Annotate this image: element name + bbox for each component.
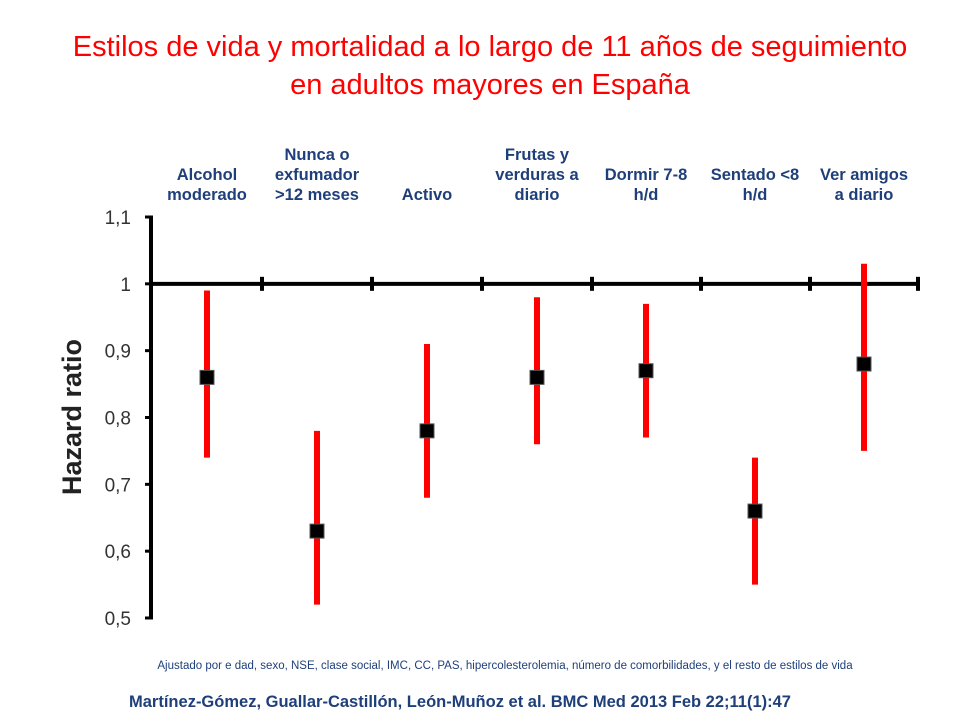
- category-label-line: >12 meses: [275, 186, 359, 204]
- category-label: Dormir 7-8 h/d: [591, 165, 701, 205]
- chart-title: Estilos de vida y mortalidad a lo largo …: [0, 28, 960, 104]
- hazard-ratio-point: [199, 369, 215, 385]
- y-tick-label: 0,6: [105, 542, 131, 563]
- chart-title-line-1: Estilos de vida y mortalidad a lo largo …: [72, 31, 908, 63]
- category-label: Nunca o exfumador >12 meses: [262, 145, 372, 205]
- category-label: Alcohol moderado: [152, 165, 262, 205]
- category-label-line: moderado: [167, 186, 247, 204]
- category-label-line: Sentado <8: [710, 166, 800, 184]
- category-label: Sentado <8 h/d: [700, 165, 810, 205]
- footnote: Ajustado por e dad, sexo, NSE, clase soc…: [157, 660, 853, 672]
- category-label-line: Dormir 7-8: [604, 166, 688, 184]
- category-label-line: a diario: [834, 186, 894, 204]
- hazard-ratio-point: [638, 363, 654, 379]
- category-label: Frutas y verduras a diario: [482, 145, 592, 205]
- category-label: Activo: [372, 185, 482, 205]
- y-tick-label: 0,8: [105, 409, 131, 430]
- citation: Martínez-Gómez, Guallar-Castillón, León-…: [129, 693, 791, 711]
- y-tick-label: 1,1: [105, 208, 131, 229]
- y-tick-label: 0,7: [105, 475, 131, 496]
- category-label-line: Alcohol: [176, 166, 238, 184]
- category-label: Ver amigos a diario: [809, 165, 919, 205]
- hazard-ratio-point: [529, 369, 545, 385]
- category-label-line: verduras a: [495, 166, 579, 184]
- y-axis-label: Hazard ratio: [57, 339, 87, 495]
- y-tick-label: 0,5: [105, 609, 131, 630]
- y-tick-label: 1: [120, 275, 131, 296]
- category-label-line: Activo: [401, 186, 453, 204]
- category-label-line: diario: [514, 186, 560, 204]
- hazard-ratio-point: [856, 356, 872, 372]
- category-label-line: Ver amigos: [819, 166, 909, 184]
- hazard-ratio-point: [309, 523, 325, 539]
- category-label-line: h/d: [742, 186, 768, 204]
- hazard-ratio-point: [747, 503, 763, 519]
- category-label-line: Nunca o: [284, 146, 350, 164]
- chart-title-line-2: en adultos mayores en España: [290, 69, 690, 101]
- category-label-line: h/d: [633, 186, 659, 204]
- category-label-line: exfumador: [274, 166, 360, 184]
- y-tick-label: 0,9: [105, 342, 131, 363]
- hazard-ratio-point: [419, 423, 435, 439]
- category-label-line: Frutas y: [504, 146, 570, 164]
